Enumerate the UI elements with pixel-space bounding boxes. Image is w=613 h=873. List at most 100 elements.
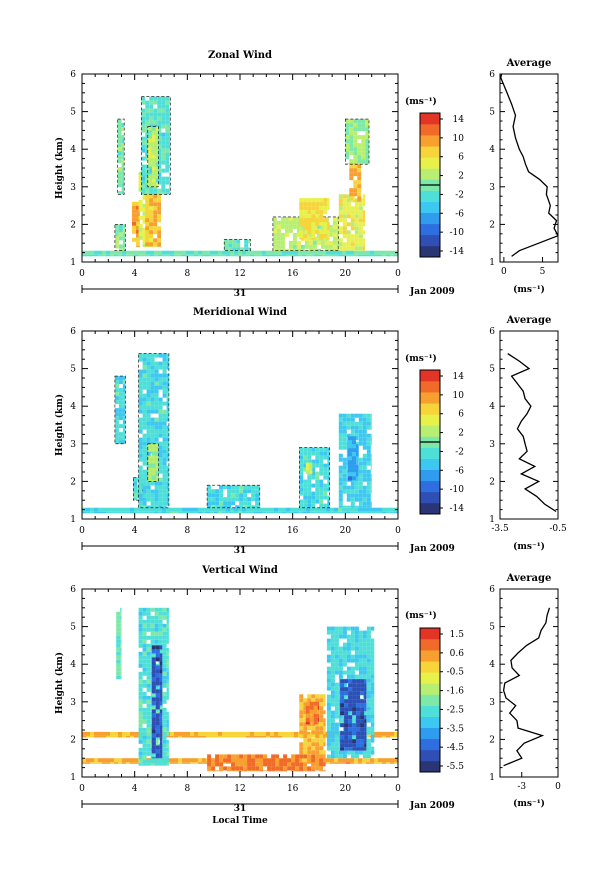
heatmap-cell: [218, 507, 222, 512]
heatmap-cell: [323, 463, 328, 468]
heatmap-cell: [157, 136, 162, 141]
heatmap-cell: [166, 723, 169, 728]
heatmap-cell: [358, 461, 363, 466]
heatmap-cell: [340, 703, 345, 708]
heatmap-cell: [338, 658, 343, 663]
heatmap-cell: [141, 164, 146, 169]
heatmap-cell: [147, 134, 152, 139]
heatmap-cell: [165, 144, 170, 149]
heatmap-cell: [150, 381, 155, 386]
heatmap-cell: [323, 234, 328, 239]
heatmap-cell: [362, 425, 367, 430]
heatmap-cell: [251, 754, 256, 759]
heatmap-cell: [358, 214, 363, 219]
heatmap-cell: [162, 429, 167, 434]
heatmap-cell: [149, 116, 154, 121]
heatmap-cell: [174, 511, 178, 514]
heatmap-cell: [364, 735, 367, 740]
heatmap-cell: [243, 770, 248, 772]
heatmap-cell: [334, 726, 339, 731]
heatmap-cell: [198, 250, 202, 255]
colorbar-swatch: [420, 245, 440, 258]
heatmap-cell: [299, 479, 304, 484]
heatmap-cell: [370, 413, 372, 418]
heatmap-cell: [275, 754, 280, 759]
heatmap-cell: [353, 119, 358, 124]
heatmap-cell: [330, 650, 335, 655]
heatmap-cell: [158, 647, 163, 652]
heatmap-cell: [211, 766, 216, 771]
profile-y-tick-label: 1: [489, 515, 495, 525]
heatmap-cell: [370, 646, 375, 651]
heatmap-cell: [158, 497, 163, 502]
profile-y-tick-label: 4: [489, 402, 495, 412]
heatmap-cell: [334, 730, 339, 735]
heatmap-cell: [349, 119, 354, 124]
heatmap-cell: [166, 695, 169, 700]
heatmap-cell: [158, 409, 163, 414]
heatmap-cell: [315, 738, 320, 743]
profile-x-tick-label: -3: [517, 782, 526, 792]
heatmap-cell: [326, 710, 331, 715]
profile-y-tick-label: 4: [489, 145, 495, 155]
heatmap-cell: [334, 507, 338, 512]
heatmap-cell: [142, 409, 147, 414]
heatmap-cell: [309, 470, 313, 474]
heatmap-cell: [310, 254, 314, 257]
heatmap-cell: [350, 413, 355, 418]
heatmap-cell: [142, 619, 147, 624]
heatmap-cell: [323, 471, 328, 476]
heatmap-cell: [243, 762, 248, 767]
heatmap-cell: [159, 757, 163, 759]
heatmap-cell: [307, 487, 312, 492]
heatmap-cell: [154, 615, 159, 620]
heatmap-cell: [146, 679, 151, 684]
heatmap-cell: [360, 723, 365, 728]
heatmap-cell: [138, 235, 143, 240]
colorbar-swatch: [420, 223, 440, 236]
heatmap-cell: [118, 388, 123, 393]
heatmap-cell: [286, 735, 290, 738]
heatmap-cell: [142, 219, 147, 224]
heatmap-cell: [303, 479, 308, 484]
heatmap-cell: [234, 511, 238, 514]
heatmap-cell: [215, 770, 220, 772]
heatmap-cell: [158, 397, 163, 402]
heatmap-cell: [133, 489, 138, 494]
heatmap-cell: [259, 754, 264, 759]
heatmap-cell: [354, 758, 358, 763]
heatmap-cell: [165, 108, 170, 113]
heatmap-cell: [170, 254, 174, 257]
colorbar-swatch: [420, 502, 440, 515]
heatmap-cell: [327, 226, 330, 231]
heatmap-cell: [147, 459, 152, 464]
heatmap-cell: [319, 202, 324, 207]
heatmap-cell: [346, 638, 351, 643]
heatmap-cell: [138, 473, 143, 478]
heatmap-cell: [151, 657, 156, 662]
heatmap-cell: [145, 242, 150, 247]
heatmap-cell: [150, 759, 155, 764]
heatmap-cell: [358, 501, 363, 506]
heatmap-cell: [114, 228, 119, 233]
heatmap-cell: [141, 176, 146, 181]
heatmap-cell: [330, 646, 335, 651]
heatmap-cell: [263, 762, 268, 767]
heatmap-cell: [286, 731, 290, 736]
heatmap-cell: [145, 120, 150, 125]
heatmap-cell: [345, 151, 350, 156]
heatmap-cell: [326, 726, 331, 731]
heatmap-cell: [155, 182, 159, 187]
heatmap-cell: [166, 671, 169, 676]
heatmap-cell: [169, 176, 171, 181]
colorbar-unit: (ms⁻¹): [405, 353, 437, 364]
heatmap-cell: [151, 689, 156, 694]
heatmap-cell: [334, 722, 339, 727]
heatmap-cell: [356, 715, 361, 720]
heatmap-cell: [151, 463, 156, 468]
heatmap-cell: [354, 234, 359, 239]
heatmap-cell: [319, 762, 324, 767]
heatmap-cell: [362, 630, 367, 635]
heatmap-cell: [350, 638, 355, 643]
heatmap-cell: [121, 139, 125, 144]
